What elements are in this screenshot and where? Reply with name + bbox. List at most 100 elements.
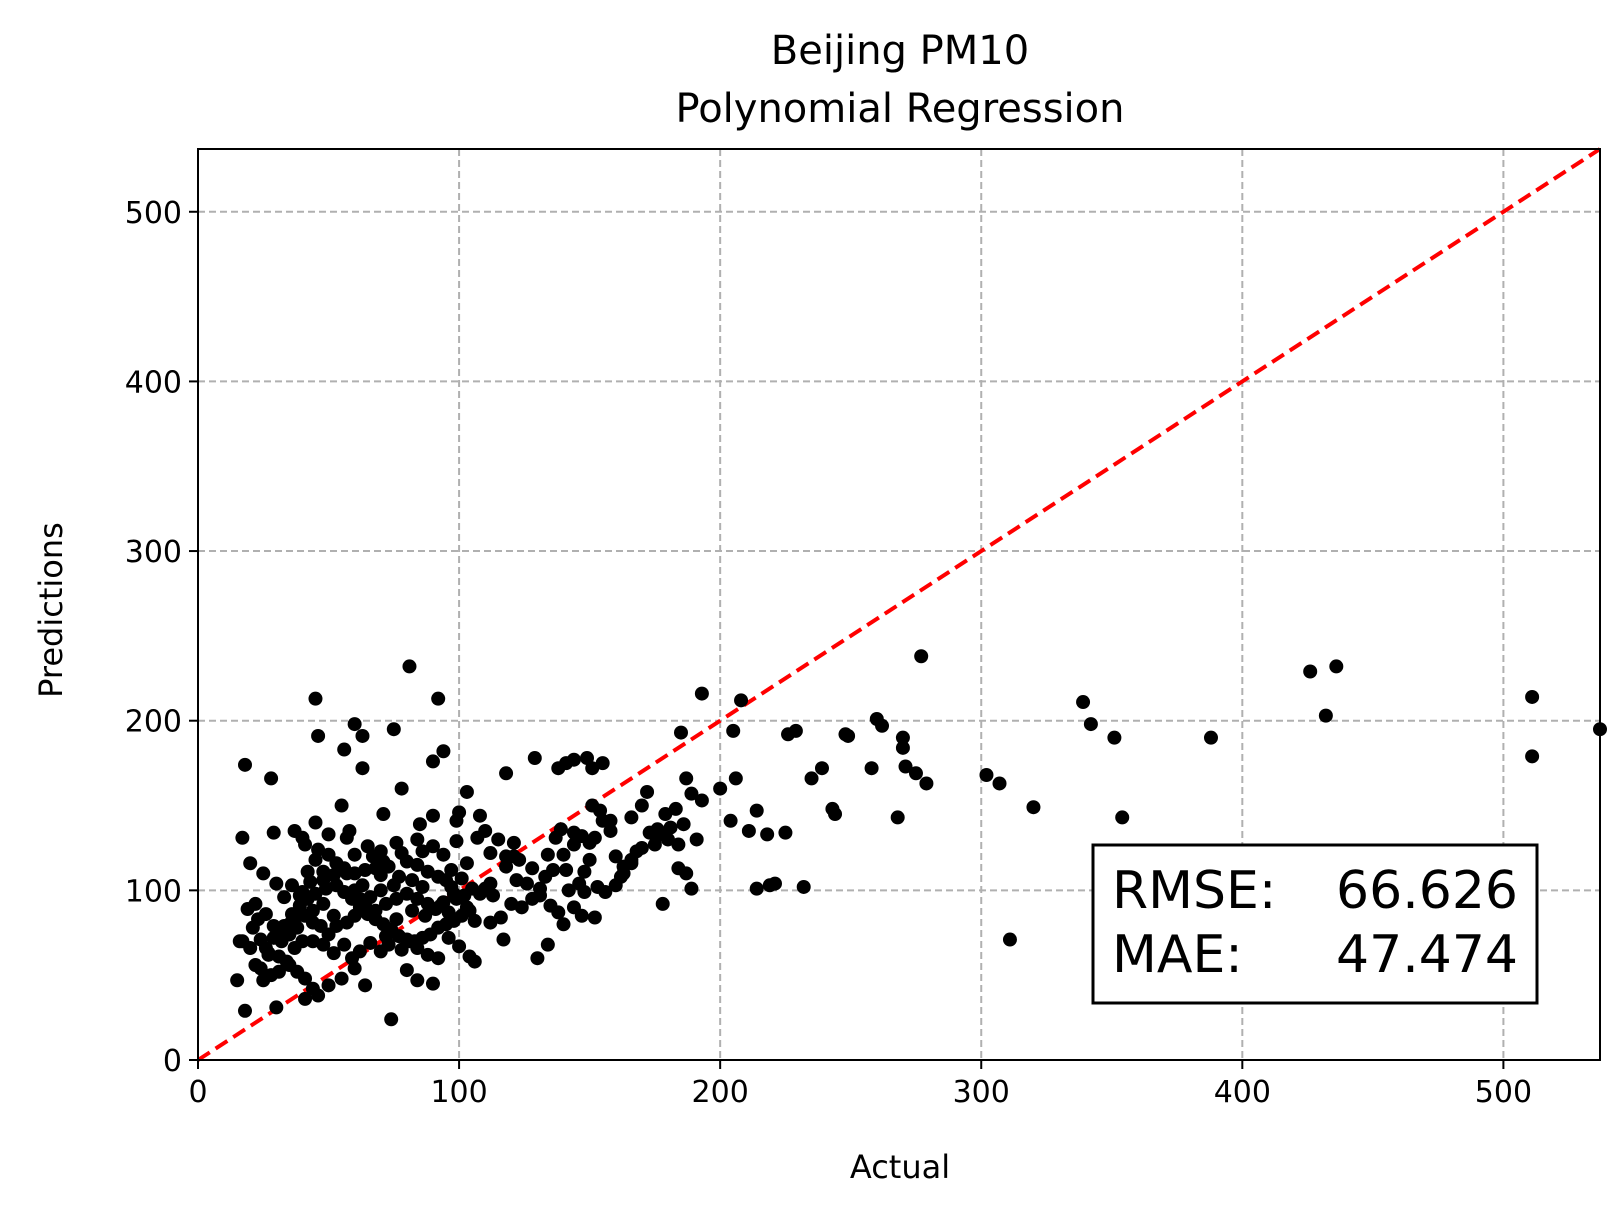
data-point — [671, 837, 686, 852]
data-point — [298, 991, 313, 1006]
metrics-box-frame — [1091, 843, 1539, 1005]
data-point — [1115, 810, 1130, 825]
data-point — [402, 659, 417, 674]
data-point — [355, 761, 370, 776]
data-point — [235, 830, 250, 845]
data-point — [486, 888, 501, 903]
data-point — [410, 832, 425, 847]
data-point — [376, 807, 391, 822]
data-point — [577, 864, 592, 879]
data-point — [459, 856, 474, 871]
data-point — [363, 935, 378, 950]
data-point — [256, 973, 271, 988]
data-point — [496, 932, 511, 947]
data-point — [814, 761, 829, 776]
data-point — [378, 896, 393, 911]
data-point — [530, 951, 545, 966]
data-point — [1083, 717, 1098, 732]
data-point — [243, 856, 258, 871]
data-point — [1329, 659, 1344, 674]
data-point — [386, 722, 401, 737]
data-point — [459, 900, 474, 915]
data-point — [491, 832, 506, 847]
data-point — [875, 718, 890, 733]
x-tick-label: 300 — [953, 1075, 1010, 1110]
data-point — [726, 723, 741, 738]
data-point — [449, 891, 464, 906]
data-point — [305, 903, 320, 918]
x-tick-label: 500 — [1475, 1075, 1532, 1110]
data-point — [634, 798, 649, 813]
data-point — [376, 854, 391, 869]
data-point — [512, 852, 527, 867]
data-point — [684, 881, 699, 896]
data-point — [914, 649, 929, 664]
data-point — [546, 862, 561, 877]
data-point — [305, 934, 320, 949]
data-point — [895, 740, 910, 755]
x-tick-label: 400 — [1214, 1075, 1271, 1110]
data-point — [337, 937, 352, 952]
data-point — [368, 903, 383, 918]
data-point — [237, 757, 252, 772]
data-point — [895, 730, 910, 745]
data-point — [235, 934, 250, 949]
data-point — [574, 908, 589, 923]
data-point — [449, 834, 464, 849]
data-point — [590, 879, 605, 894]
data-point — [399, 886, 414, 901]
data-point — [585, 761, 600, 776]
data-point — [660, 832, 675, 847]
data-point — [347, 961, 362, 976]
data-point — [311, 988, 326, 1003]
y-tick-label: 400 — [125, 365, 182, 400]
data-point — [1026, 800, 1041, 815]
data-point — [1107, 730, 1122, 745]
data-point — [248, 957, 263, 972]
data-point — [514, 900, 529, 915]
data-point — [358, 978, 373, 993]
data-point — [979, 767, 994, 782]
y-tick-label: 0 — [163, 1044, 182, 1079]
data-point — [694, 686, 709, 701]
data-point — [804, 771, 819, 786]
data-point — [467, 913, 482, 928]
data-point — [287, 941, 302, 956]
data-point — [898, 759, 913, 774]
data-point — [608, 849, 623, 864]
data-point — [525, 861, 540, 876]
data-point — [389, 912, 404, 927]
data-point — [760, 827, 775, 842]
y-tick-label: 100 — [125, 874, 182, 909]
data-point — [410, 857, 425, 872]
chart-title-line-1: Beijing PM10 — [771, 28, 1029, 74]
data-point — [454, 871, 469, 886]
data-point — [337, 742, 352, 757]
data-point — [1076, 695, 1091, 710]
data-point — [624, 810, 639, 825]
data-point — [436, 895, 451, 910]
mae-value: 47.474 — [1336, 925, 1518, 985]
data-point — [472, 808, 487, 823]
data-point — [519, 876, 534, 891]
data-point — [326, 946, 341, 961]
data-point — [425, 754, 440, 769]
data-point — [444, 862, 459, 877]
data-point — [556, 917, 571, 932]
data-point — [694, 793, 709, 808]
data-point — [269, 876, 284, 891]
data-point — [337, 861, 352, 876]
data-point — [339, 830, 354, 845]
data-point — [436, 847, 451, 862]
data-point — [655, 896, 670, 911]
data-point — [308, 886, 323, 901]
data-point — [266, 918, 281, 933]
data-point — [420, 947, 435, 962]
data-point — [295, 830, 310, 845]
data-point — [389, 891, 404, 906]
data-point — [378, 929, 393, 944]
data-point — [311, 728, 326, 743]
data-point — [355, 728, 370, 743]
data-point — [326, 908, 341, 923]
